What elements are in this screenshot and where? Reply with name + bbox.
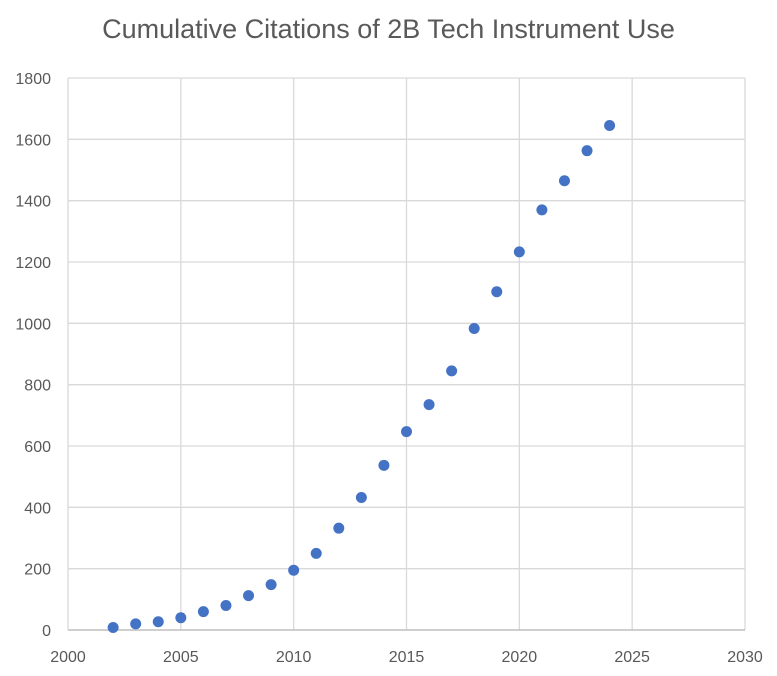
- x-tick-label-2010: 2010: [276, 649, 312, 666]
- data-point-2019: [491, 286, 503, 298]
- data-point-2024: [604, 120, 616, 132]
- x-tick-label-2000: 2000: [50, 649, 86, 666]
- y-tick-label-1600: 1600: [15, 132, 51, 149]
- tick-labels: 0 200 400 600 800 1000 1200 1400 1600 1800 2000 200…: [15, 71, 762, 666]
- x-tick-label-2020: 2020: [502, 649, 538, 666]
- data-point-2002: [107, 622, 119, 634]
- data-point-2009: [265, 579, 277, 591]
- data-point-2013: [355, 492, 367, 504]
- y-tick-label-0: 0: [42, 623, 51, 640]
- data-point-2015: [401, 426, 412, 438]
- y-tick-label-800: 800: [24, 378, 51, 395]
- data-point-2018: [468, 323, 480, 335]
- x-tick-label-2015: 2015: [389, 649, 425, 666]
- data-point-2004: [152, 616, 164, 628]
- data-point-2016: [423, 399, 435, 411]
- data-points: [107, 120, 616, 634]
- data-point-2022: [558, 175, 570, 187]
- y-tick-label-1400: 1400: [15, 194, 51, 211]
- data-point-2007: [220, 599, 232, 611]
- x-tick-label-2030: 2030: [727, 649, 763, 666]
- data-point-2011: [310, 547, 322, 559]
- data-point-2012: [333, 522, 345, 534]
- data-point-2014: [378, 459, 390, 471]
- y-tick-label-1800: 1800: [15, 71, 51, 88]
- y-tick-label-400: 400: [24, 500, 51, 517]
- x-tick-label-2025: 2025: [614, 649, 650, 666]
- y-tick-label-1200: 1200: [15, 255, 51, 272]
- data-point-2005: [175, 612, 187, 624]
- data-point-2017: [446, 365, 458, 377]
- chart-title: Cumulative Citations of 2B Tech Instrume…: [102, 14, 675, 44]
- grid: [67, 77, 746, 630]
- data-point-2003: [130, 618, 142, 630]
- y-tick-label-200: 200: [24, 562, 51, 579]
- data-point-2010: [288, 564, 300, 576]
- x-tick-label-2005: 2005: [163, 649, 199, 666]
- data-point-2023: [581, 145, 593, 157]
- data-point-2006: [197, 606, 209, 618]
- data-point-2020: [513, 246, 525, 258]
- y-tick-label-1000: 1000: [15, 316, 51, 333]
- data-point-2008: [243, 590, 255, 602]
- data-point-2021: [536, 204, 548, 216]
- y-tick-label-600: 600: [24, 439, 51, 456]
